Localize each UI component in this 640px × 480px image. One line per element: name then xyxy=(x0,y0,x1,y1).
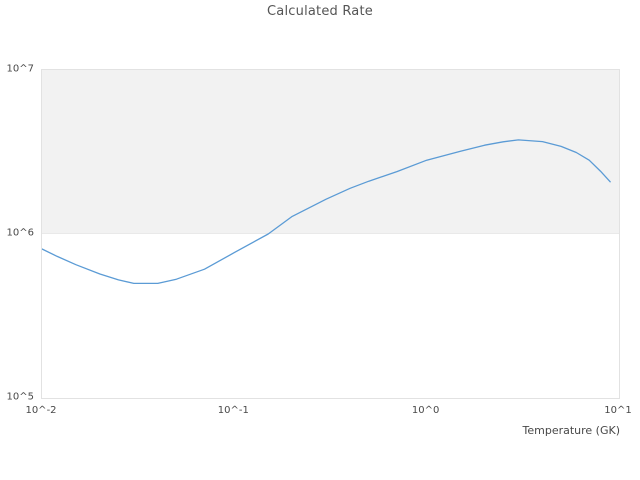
x-tick-label: 10^-2 xyxy=(25,405,57,416)
x-tick-label: 10^0 xyxy=(411,405,440,416)
shaded-decade-band xyxy=(42,70,619,234)
y-tick-label: 10^5 xyxy=(6,391,34,403)
y-tick-label: 10^7 xyxy=(6,63,34,75)
x-tick-label: 10^-1 xyxy=(217,405,249,416)
rate-curve-line xyxy=(42,139,611,285)
rate-curve-svg xyxy=(42,139,611,285)
x-axis-title: Temperature (GK) xyxy=(522,424,621,437)
chart-title: Calculated Rate xyxy=(267,4,373,19)
plot-area xyxy=(41,69,620,399)
x-tick-label: 10^1 xyxy=(604,405,632,416)
y-tick-label: 10^6 xyxy=(6,227,34,239)
